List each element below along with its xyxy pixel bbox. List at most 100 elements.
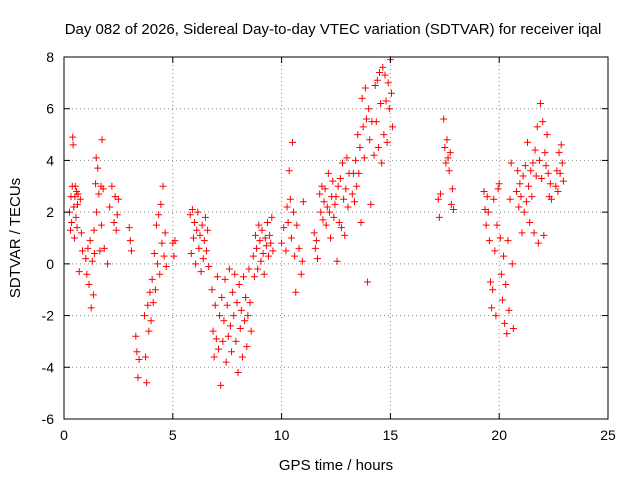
data-point (546, 180, 554, 188)
x-tick-label: 5 (169, 427, 177, 443)
data-point (441, 144, 449, 151)
data-point (254, 265, 262, 273)
axis-ticks: 0 5 10 15 20 25 -6 -4 -2 0 2 4 6 8 (42, 49, 616, 443)
data-point (498, 296, 506, 304)
data-point (94, 164, 102, 172)
y-tick-label: -2 (42, 308, 55, 324)
data-point (267, 239, 275, 247)
data-point (295, 244, 303, 252)
data-point (76, 195, 84, 203)
data-point (224, 332, 232, 340)
data-point (261, 234, 269, 242)
data-point (552, 182, 560, 190)
data-point (171, 237, 179, 245)
data-point (352, 156, 360, 164)
data-point (535, 156, 543, 164)
y-tick-label: 4 (46, 152, 54, 168)
data-point (362, 115, 370, 123)
y-tick-label: 0 (46, 256, 54, 272)
data-point (317, 208, 325, 216)
y-tick-label: -4 (42, 359, 55, 375)
data-point (336, 175, 344, 183)
data-point (488, 304, 496, 312)
data-point (223, 301, 231, 309)
data-point (98, 136, 106, 144)
data-point (89, 291, 97, 299)
data-point (528, 193, 536, 201)
data-point (325, 208, 333, 216)
data-point (385, 105, 393, 113)
data-point (189, 234, 197, 242)
data-point (216, 312, 224, 320)
data-point (134, 374, 142, 382)
data-point (556, 169, 564, 177)
data-point (547, 195, 555, 203)
data-point (151, 286, 159, 294)
data-point (236, 325, 244, 332)
data-point (158, 239, 166, 247)
data-point (198, 221, 206, 229)
data-point (506, 195, 514, 203)
data-point (162, 262, 170, 270)
x-tick-label: 10 (274, 427, 290, 443)
data-point (340, 195, 348, 203)
data-point (537, 100, 545, 108)
data-point (538, 175, 546, 183)
data-point (280, 224, 288, 232)
data-point (284, 218, 292, 226)
data-point (135, 356, 143, 364)
data-point (106, 203, 114, 211)
data-point (258, 226, 266, 234)
data-point (104, 260, 112, 268)
data-point (513, 187, 521, 195)
data-point (288, 138, 296, 146)
data-point (283, 203, 291, 211)
x-tick-label: 0 (60, 427, 68, 443)
data-point (503, 330, 511, 338)
data-point (311, 244, 319, 252)
data-point (353, 182, 361, 190)
data-point (70, 234, 78, 242)
data-point (84, 244, 92, 252)
data-point (231, 270, 239, 278)
data-point (532, 172, 540, 180)
y-tick-label: 2 (46, 204, 54, 220)
x-tick-label: 25 (600, 427, 616, 443)
data-point (145, 327, 153, 335)
data-point (500, 252, 508, 260)
data-point (156, 270, 164, 278)
data-point (374, 144, 382, 151)
data-point (355, 169, 363, 177)
data-point (484, 208, 492, 216)
data-point (154, 260, 162, 268)
data-point (447, 200, 455, 208)
data-point (436, 190, 444, 198)
data-point (125, 224, 133, 232)
data-point (77, 229, 85, 237)
data-point (444, 154, 452, 162)
data-point (496, 234, 504, 242)
data-point (75, 268, 83, 276)
data-point (518, 229, 526, 237)
y-tick-label: -6 (42, 411, 55, 427)
data-point (211, 301, 219, 309)
data-point (522, 198, 530, 206)
data-point (155, 211, 163, 219)
data-point (187, 250, 195, 258)
data-point (92, 180, 100, 188)
data-point (343, 154, 351, 162)
data-point (521, 162, 529, 170)
data-point (290, 208, 298, 216)
data-point (526, 218, 534, 226)
data-point (555, 149, 563, 157)
data-point (241, 317, 249, 325)
data-point (544, 169, 552, 177)
data-point (243, 343, 251, 351)
data-point (495, 180, 503, 188)
data-point (210, 353, 218, 361)
data-point (504, 237, 512, 245)
data-point (192, 260, 200, 268)
data-point (226, 322, 234, 330)
data-point (157, 200, 165, 208)
data-point (379, 63, 387, 71)
